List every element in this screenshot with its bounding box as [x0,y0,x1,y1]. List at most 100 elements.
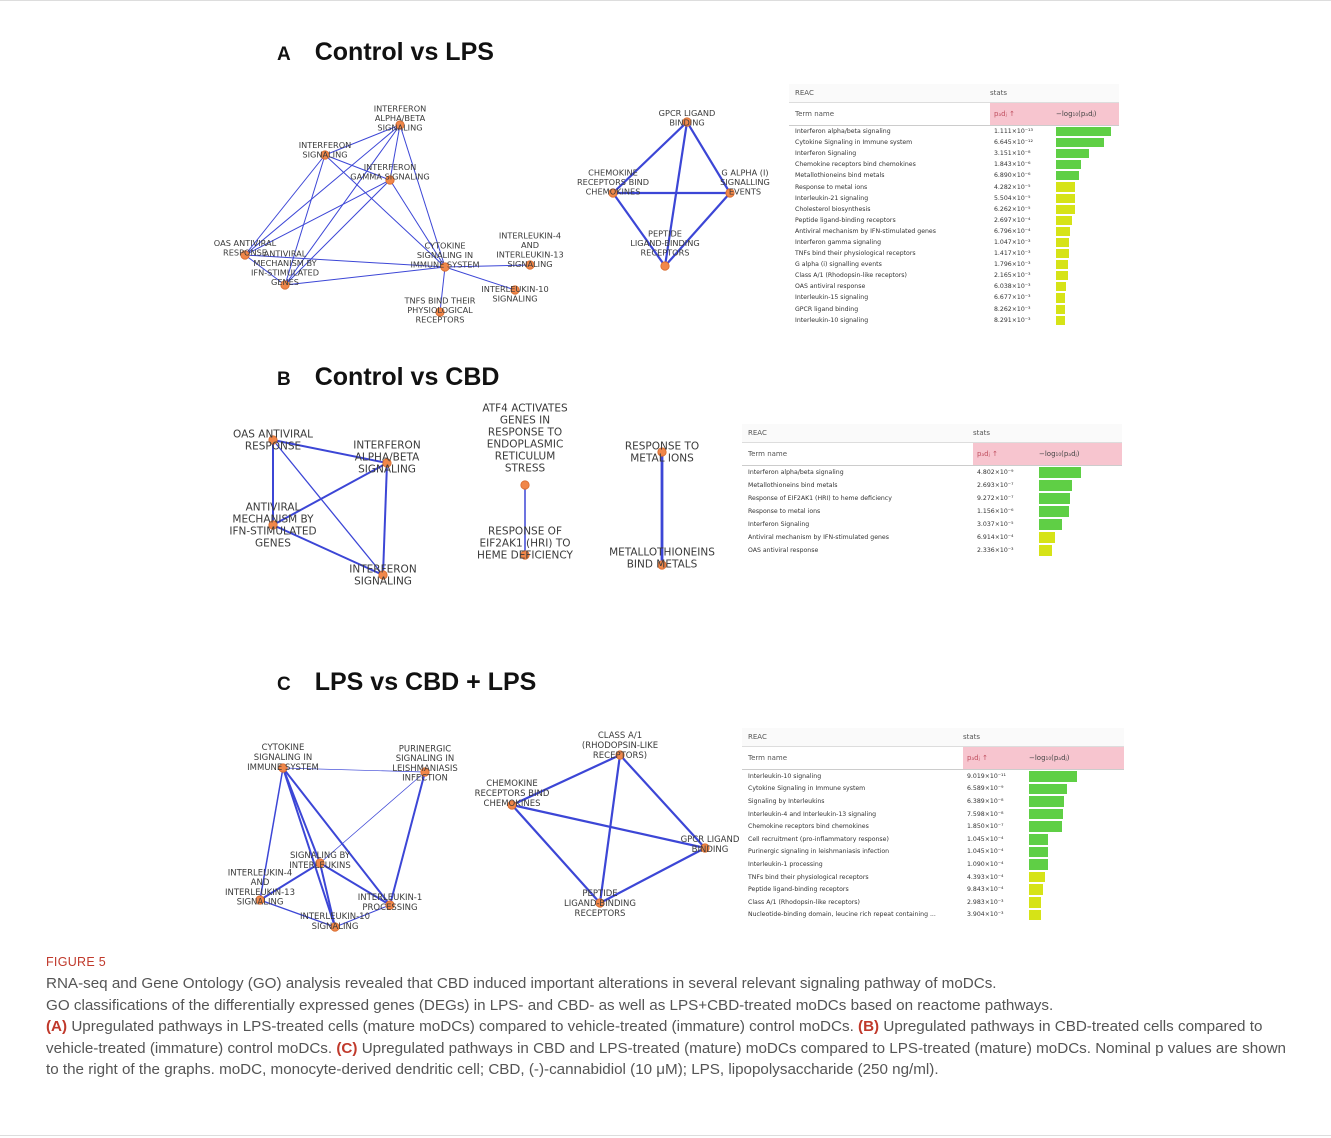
neglog-bar [1029,846,1049,858]
reac-row[interactable]: TNFs bind their physiological receptors 1… [789,248,1119,259]
panel-b-title: Control vs CBD [314,363,500,391]
reac-row[interactable]: Interleukin-10 signaling 9.019×10⁻¹¹ [742,770,1124,783]
term-name-header[interactable]: Term name [748,450,788,458]
term-name: Signaling by Interleukins [748,797,825,805]
reac-row[interactable]: Chemokine receptors bind chemokines 1.850… [742,820,1124,833]
reac-row[interactable]: OAS antiviral response 2.336×10⁻³ [742,544,1122,557]
reac-column-header: Term name pₐdⱼ ↑ −log₁₀(pₐdⱼ) [789,103,1119,126]
network-node[interactable] [520,550,530,560]
reac-row[interactable]: GPCR ligand binding 8.262×10⁻³ [789,304,1119,315]
reac-row[interactable]: Class A/1 (Rhodopsin-like receptors) 2.16… [789,270,1119,281]
padj-value: 6.389×10⁻⁸ [967,797,1004,805]
network-edge [324,124,401,156]
term-name: Interferon alpha/beta signaling [795,128,891,136]
term-name: Interleukin-4 and Interleukin-13 signali… [748,810,877,818]
reac-row[interactable]: OAS antiviral response 6.038×10⁻³ [789,281,1119,292]
reac-row[interactable]: Antiviral mechanism by IFN-stimulated ge… [789,226,1119,237]
reac-row[interactable]: Purinergic signaling in leishmaniasis in… [742,846,1124,859]
padj-value: 1.850×10⁻⁷ [967,823,1004,831]
network-node[interactable] [595,898,605,908]
reac-row[interactable]: Response to metal ions 1.156×10⁻⁶ [742,505,1122,518]
padj-sort-header[interactable]: pₐdⱼ ↑ [967,754,988,762]
network-node[interactable] [382,458,392,468]
network-edge [319,862,391,906]
reac-row[interactable]: Response of EIF2AK1 (HRI) to heme defici… [742,492,1122,505]
network-node[interactable] [268,520,278,530]
network-node[interactable] [378,570,388,580]
reac-row[interactable]: Metallothioneins bind metals 2.693×10⁻⁷ [742,479,1122,492]
padj-sort-header[interactable]: pₐdⱼ ↑ [977,450,998,458]
network-node[interactable] [395,120,405,130]
network-node[interactable] [440,262,450,272]
reac-row[interactable]: Antiviral mechanism by IFN-stimulated ge… [742,531,1122,544]
network-node[interactable] [435,307,445,317]
reac-row[interactable]: Nucleotide-binding domain, leucine rich … [742,909,1124,922]
network-node[interactable] [660,261,670,271]
reac-row[interactable]: Cytokine Signaling in Immune system 6.589… [742,783,1124,796]
network-node[interactable] [280,280,290,290]
term-name: Response of EIF2AK1 (HRI) to heme defici… [748,495,892,502]
network-node-label: G ALPHA (I) SIGNALLING EVENTS [720,167,770,196]
network-node[interactable] [608,188,618,198]
network-node[interactable] [420,767,430,777]
network-node[interactable] [330,922,340,932]
network-node-label: INTERFERON GAMMA SIGNALING [350,162,429,182]
reac-row[interactable]: Signaling by Interleukins 6.389×10⁻⁸ [742,795,1124,808]
reac-row[interactable]: Cholesterol biosynthesis 6.262×10⁻⁵ [789,204,1119,215]
reac-row[interactable]: Interleukin-21 signaling 5.504×10⁻⁵ [789,193,1119,204]
network-node[interactable] [700,843,710,853]
reac-row[interactable]: G alpha (i) signalling events 1.796×10⁻³ [789,259,1119,270]
network-node-label: ANTIVIRAL MECHANISM BY IFN-STIMULATED GENES [229,502,316,550]
neglog-bar [1056,160,1081,170]
neglog-bar [1029,771,1077,782]
padj-value: 6.645×10⁻¹² [994,139,1033,147]
reac-row[interactable]: Interferon alpha/beta signaling 1.111×10⁻… [789,126,1119,137]
reac-row[interactable]: Interleukin-4 and Interleukin-13 signali… [742,808,1124,821]
reac-row[interactable]: Metallothioneins bind metals 6.890×10⁻⁶ [789,170,1119,181]
reac-stats-label: stats [963,733,981,741]
reac-row[interactable]: Interleukin-15 signaling 6.677×10⁻³ [789,292,1119,303]
reac-header: REAC stats [742,728,1124,747]
reac-row[interactable]: Interferon alpha/beta signaling 4.802×10⁻… [742,466,1122,479]
network-node[interactable] [520,480,530,490]
reac-row[interactable]: Response to metal ions 4.282×10⁻⁵ [789,181,1119,192]
reac-row[interactable]: Peptide ligand-binding receptors 9.843×10… [742,883,1124,896]
term-name: G alpha (i) signalling events [795,261,882,269]
network-node[interactable] [255,895,265,905]
reac-row[interactable]: Chemokine receptors bind chemokines 1.843… [789,159,1119,170]
network-node[interactable] [507,800,517,810]
reac-row[interactable]: Interleukin-10 signaling 8.291×10⁻³ [789,315,1119,326]
network-node[interactable] [682,117,692,127]
padj-sort-header[interactable]: pₐdⱼ ↑ [994,110,1015,118]
reac-row[interactable]: Interferon Signaling 3.037×10⁻⁵ [742,518,1122,531]
reac-row[interactable]: Interferon gamma signaling 1.047×10⁻³ [789,237,1119,248]
reac-row[interactable]: TNFs bind their physiological receptors 4… [742,871,1124,884]
reac-row[interactable]: Cell recruitment (pro-inflammatory respo… [742,833,1124,846]
reac-row[interactable]: Interleukin-1 processing 1.090×10⁻⁴ [742,858,1124,871]
network-node[interactable] [385,900,395,910]
network-node[interactable] [268,435,278,445]
network-node[interactable] [615,750,625,760]
term-name-header[interactable]: Term name [748,754,788,762]
network-node[interactable] [657,447,667,457]
network-node[interactable] [725,188,735,198]
padj-value: 5.504×10⁻⁵ [994,194,1031,202]
network-node[interactable] [525,260,535,270]
network-node[interactable] [278,763,288,773]
network-node[interactable] [385,175,395,185]
network-node[interactable] [240,250,250,260]
network-node[interactable] [315,858,325,868]
term-name-header[interactable]: Term name [795,110,835,118]
panel-c-network-1: CYTOKINE SIGNALING IN IMMUNE SYSTEM PURINER… [225,743,458,932]
network-node[interactable] [320,150,330,160]
network-node[interactable] [510,285,520,295]
padj-value: 2.693×10⁻⁷ [977,482,1014,489]
term-name: OAS antiviral response [795,283,866,291]
reac-row[interactable]: Interferon Signaling 3.151×10⁻⁸ [789,148,1119,159]
reac-row[interactable]: Cytokine Signaling in Immune system 6.645… [789,137,1119,148]
neglog-bar [1039,493,1070,504]
reac-row[interactable]: Peptide ligand-binding receptors 2.697×10… [789,215,1119,226]
panel-c-letter: C [277,674,291,695]
network-node[interactable] [657,560,667,570]
reac-row[interactable]: Class A/1 (Rhodopsin-like receptors) 2.98… [742,896,1124,909]
